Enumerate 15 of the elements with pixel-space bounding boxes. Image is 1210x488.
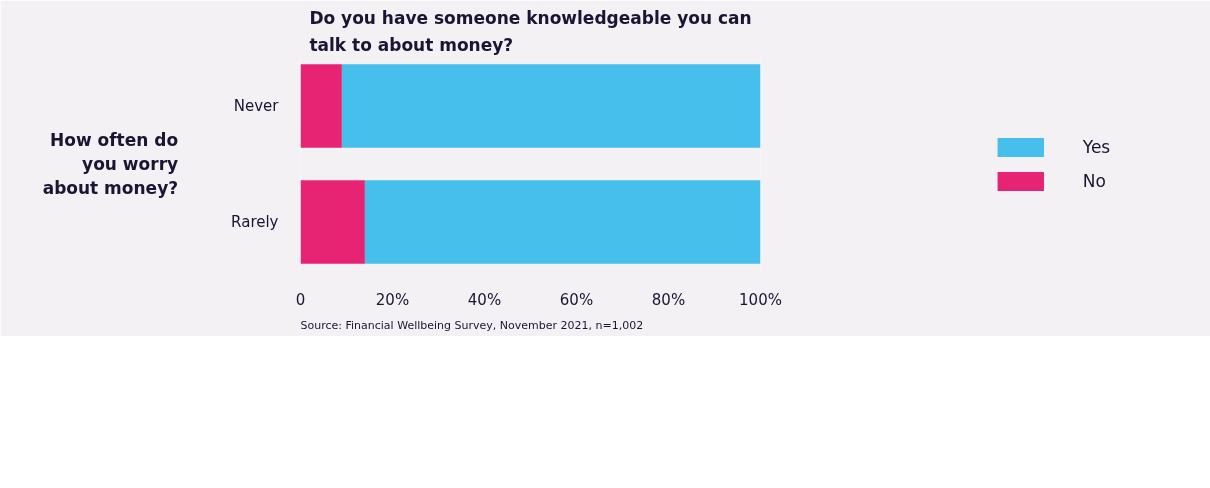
source-note: Source: Financial Wellbeing Survey, November 2021, n=1,002 [300, 318, 644, 332]
x-tick-label: 40% [467, 290, 502, 309]
x-tick-label: 100% [739, 290, 782, 309]
bar [300, 180, 365, 264]
x-tick-label: 60% [559, 290, 594, 309]
y-tick-label: Rarely [231, 213, 279, 232]
chart-title: Do you have someone knowledgeable you can talk to about money? [309, 7, 752, 55]
x-tick-label: 0 [295, 290, 306, 309]
x-tick-label: 80% [651, 290, 686, 309]
y-tick-label: Never [233, 96, 280, 115]
y-axis-title: How often do you worry about money? [42, 130, 179, 198]
legend-label: No [1082, 170, 1106, 191]
x-tick-label: 20% [375, 290, 410, 309]
bar [300, 64, 342, 148]
legend-label: Yes [1082, 136, 1111, 157]
